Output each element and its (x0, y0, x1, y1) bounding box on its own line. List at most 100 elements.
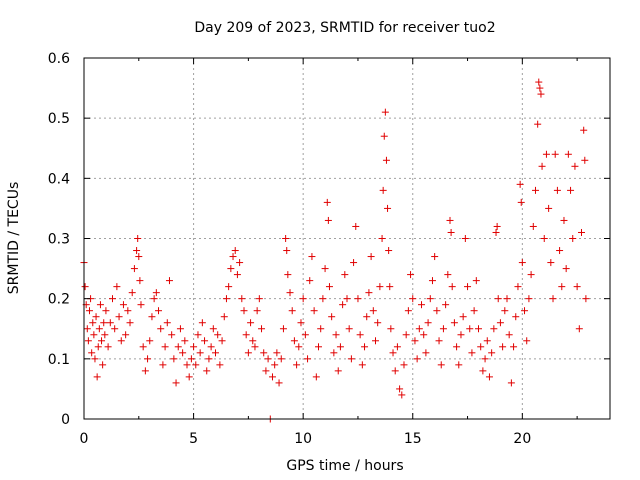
data-point (93, 373, 101, 381)
data-point (161, 343, 169, 351)
data-point (527, 271, 535, 279)
data-point (562, 265, 570, 273)
data-point (126, 319, 134, 327)
x-tick-label: 10 (294, 431, 312, 447)
data-point (135, 253, 143, 261)
data-point (529, 222, 537, 230)
data-point (386, 283, 394, 291)
data-point (111, 325, 119, 333)
data-point (304, 355, 312, 363)
chart-title: Day 209 of 2023, SRMTID for receiver tuo… (194, 20, 495, 36)
data-point (461, 235, 469, 242)
data-point (455, 361, 463, 369)
data-point (459, 313, 467, 321)
data-point (163, 319, 171, 327)
data-point (247, 319, 255, 327)
data-point (453, 343, 461, 351)
data-point (88, 349, 96, 357)
data-point (229, 253, 237, 261)
data-point (225, 283, 233, 291)
data-point (325, 283, 333, 291)
data-point (91, 355, 99, 363)
data-point (130, 265, 138, 273)
data-point (578, 228, 586, 236)
data-point (525, 295, 533, 303)
data-point (176, 325, 184, 333)
data-point (139, 343, 147, 351)
data-point (407, 271, 415, 279)
data-points (80, 78, 590, 423)
data-point (564, 150, 572, 158)
data-point (100, 319, 108, 327)
data-point (209, 325, 217, 333)
data-point (490, 325, 498, 333)
data-point (238, 295, 246, 303)
data-point (92, 313, 100, 321)
data-point (84, 337, 92, 345)
data-point (106, 319, 114, 327)
data-point (181, 337, 189, 345)
data-point (119, 301, 127, 309)
data-point (101, 331, 109, 339)
data-point (170, 355, 178, 363)
data-point (535, 78, 543, 86)
data-point (435, 337, 443, 345)
data-point (336, 343, 344, 351)
data-point (352, 222, 360, 230)
data-point (531, 186, 539, 194)
data-point (196, 349, 204, 357)
data-point (253, 307, 261, 315)
data-point (402, 331, 410, 339)
data-point (354, 295, 362, 303)
data-point (396, 385, 404, 393)
y-tick-label: 0.5 (48, 111, 70, 127)
data-point (207, 343, 215, 351)
data-point (249, 337, 257, 345)
data-point (95, 325, 103, 333)
data-point (301, 331, 309, 339)
data-point (260, 349, 268, 357)
data-point (262, 367, 270, 375)
x-axis-ticks: 0 5 10 15 20 (80, 58, 578, 447)
data-point (503, 295, 511, 303)
data-point (81, 283, 89, 291)
data-point (90, 331, 98, 339)
data-point (242, 331, 250, 339)
data-point (450, 319, 458, 327)
data-point (415, 325, 423, 333)
data-point (324, 216, 332, 224)
data-point (374, 319, 382, 327)
data-point (400, 361, 408, 369)
data-point (332, 331, 340, 339)
data-point (330, 349, 338, 357)
data-point (185, 373, 193, 381)
data-point (282, 235, 290, 242)
x-tick-label: 5 (189, 431, 198, 447)
data-point (255, 295, 263, 303)
data-point (567, 186, 575, 194)
data-point (437, 361, 445, 369)
data-point (277, 355, 285, 363)
data-point (447, 228, 455, 236)
data-point (113, 283, 121, 291)
data-point (134, 235, 142, 242)
data-point (466, 325, 474, 333)
data-point (573, 283, 581, 291)
data-point (214, 331, 222, 339)
data-point (501, 307, 509, 315)
data-point (521, 307, 529, 315)
data-point (212, 349, 219, 357)
data-point (102, 307, 110, 315)
data-point (457, 331, 465, 339)
y-axis-label: SRMTID / TECUs (6, 182, 22, 295)
data-point (523, 337, 531, 345)
data-point (542, 150, 550, 158)
data-point (485, 373, 493, 381)
data-point (205, 355, 213, 363)
data-point (321, 265, 329, 273)
data-point (231, 247, 239, 255)
data-point (379, 186, 387, 194)
data-point (433, 307, 441, 315)
data-point (442, 301, 450, 309)
data-point (428, 277, 436, 285)
